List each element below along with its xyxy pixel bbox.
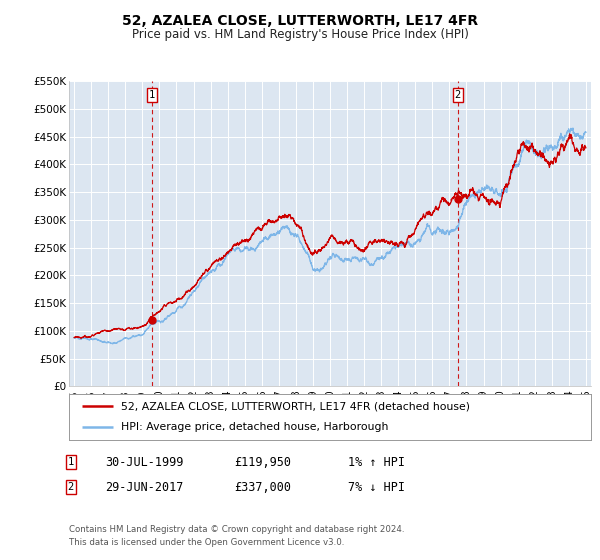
Point (148, 315, 157, 324)
Text: 1: 1 (149, 90, 155, 100)
Text: 29-JUN-2017: 29-JUN-2017 (105, 480, 184, 494)
Text: £119,950: £119,950 (234, 455, 291, 469)
Point (453, 195, 463, 204)
Text: 30-JUL-1999: 30-JUL-1999 (105, 455, 184, 469)
Text: £337,000: £337,000 (234, 480, 291, 494)
Text: 1: 1 (68, 457, 74, 467)
Text: 2: 2 (455, 90, 461, 100)
Text: Price paid vs. HM Land Registry's House Price Index (HPI): Price paid vs. HM Land Registry's House … (131, 28, 469, 41)
Text: 2: 2 (68, 482, 74, 492)
Text: 1% ↑ HPI: 1% ↑ HPI (348, 455, 405, 469)
Text: 52, AZALEA CLOSE, LUTTERWORTH, LE17 4FR: 52, AZALEA CLOSE, LUTTERWORTH, LE17 4FR (122, 14, 478, 28)
Text: HPI: Average price, detached house, Harborough: HPI: Average price, detached house, Harb… (121, 422, 389, 432)
Text: 52, AZALEA CLOSE, LUTTERWORTH, LE17 4FR (detached house): 52, AZALEA CLOSE, LUTTERWORTH, LE17 4FR … (121, 401, 470, 411)
Text: This data is licensed under the Open Government Licence v3.0.: This data is licensed under the Open Gov… (69, 538, 344, 547)
Text: 7% ↓ HPI: 7% ↓ HPI (348, 480, 405, 494)
Text: Contains HM Land Registry data © Crown copyright and database right 2024.: Contains HM Land Registry data © Crown c… (69, 525, 404, 534)
